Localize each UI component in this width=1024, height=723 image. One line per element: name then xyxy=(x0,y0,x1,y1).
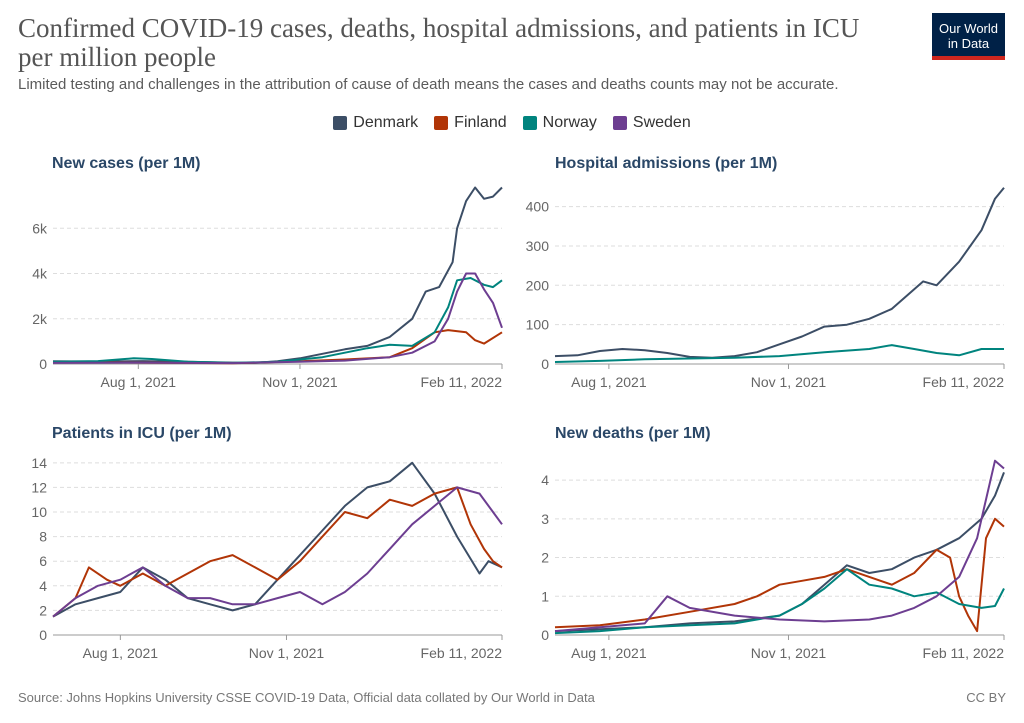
chart-subtitle: Limited testing and challenges in the at… xyxy=(18,76,839,93)
y-tick-label: 12 xyxy=(31,479,47,495)
series-line-finland xyxy=(52,329,503,365)
x-tick-label: Aug 1, 2021 xyxy=(101,374,177,390)
y-tick-label: 1 xyxy=(541,588,549,604)
legend-swatch xyxy=(612,116,627,130)
series-line-denmark xyxy=(554,472,1005,633)
y-tick-label: 0 xyxy=(39,356,47,372)
series-line-denmark xyxy=(52,186,503,364)
y-tick-label: 0 xyxy=(39,627,47,643)
y-tick-label: 8 xyxy=(39,529,47,545)
y-tick-label: 100 xyxy=(526,317,550,333)
y-tick-label: 4 xyxy=(39,578,47,594)
series-line-sweden xyxy=(52,486,503,618)
legend-label: Finland xyxy=(454,114,507,131)
logo-line-1: Our World xyxy=(939,21,998,36)
y-tick-label: 0 xyxy=(541,627,549,643)
owid-logo[interactable]: Our World in Data xyxy=(932,13,1005,60)
y-tick-label: 200 xyxy=(526,277,550,293)
y-tick-label: 400 xyxy=(526,199,550,215)
legend-swatch xyxy=(333,116,348,130)
x-tick-label: Nov 1, 2021 xyxy=(751,645,827,661)
y-tick-label: 14 xyxy=(31,455,47,471)
legend-item-norway[interactable]: Norway xyxy=(522,114,597,132)
series-line-norway xyxy=(52,277,503,364)
panel-title: New deaths (per 1M) xyxy=(555,425,711,442)
chart-title: Confirmed COVID-19 cases, deaths, hospit… xyxy=(18,13,860,72)
series-line-sweden xyxy=(52,272,503,365)
y-tick-label: 4 xyxy=(541,472,549,488)
y-tick-label: 0 xyxy=(541,356,549,372)
series-line-norway xyxy=(554,568,1005,635)
x-tick-label: Aug 1, 2021 xyxy=(571,645,647,661)
y-tick-label: 2k xyxy=(32,311,48,327)
x-tick-label: Nov 1, 2021 xyxy=(751,374,827,390)
logo-line-2: in Data xyxy=(947,36,990,51)
legend: Denmark Finland Norway Sweden xyxy=(0,114,1024,132)
license[interactable]: CC BY xyxy=(966,690,1006,705)
legend-item-finland[interactable]: Finland xyxy=(434,114,507,132)
y-tick-label: 2 xyxy=(541,550,549,566)
y-tick-label: 3 xyxy=(541,511,549,527)
x-tick-label: Nov 1, 2021 xyxy=(249,645,325,661)
legend-label: Sweden xyxy=(632,114,691,131)
panel-title: Patients in ICU (per 1M) xyxy=(52,425,232,442)
panel-title: Hospital admissions (per 1M) xyxy=(555,155,777,172)
legend-item-denmark[interactable]: Denmark xyxy=(333,114,418,132)
legend-label: Norway xyxy=(542,114,597,131)
y-tick-label: 2 xyxy=(39,602,47,618)
series-line-denmark xyxy=(52,461,503,618)
x-tick-label: Aug 1, 2021 xyxy=(83,645,159,661)
x-tick-label: Feb 11, 2022 xyxy=(421,645,503,661)
x-tick-label: Aug 1, 2021 xyxy=(571,374,647,390)
series-line-finland xyxy=(52,486,503,618)
x-tick-label: Feb 11, 2022 xyxy=(421,374,503,390)
x-tick-label: Nov 1, 2021 xyxy=(262,374,338,390)
panel-title: New cases (per 1M) xyxy=(52,155,201,172)
x-tick-label: Feb 11, 2022 xyxy=(923,645,1005,661)
series-line-norway xyxy=(554,344,1004,363)
legend-swatch xyxy=(522,116,537,130)
series-line-denmark xyxy=(554,187,1005,359)
source-note: Source: Johns Hopkins University CSSE CO… xyxy=(18,690,595,705)
legend-label: Denmark xyxy=(353,114,419,131)
y-tick-label: 4k xyxy=(32,266,48,282)
series-line-finland xyxy=(554,517,1005,633)
y-tick-label: 10 xyxy=(31,504,47,520)
y-tick-label: 6 xyxy=(39,553,47,569)
y-tick-label: 300 xyxy=(526,238,550,254)
x-tick-label: Feb 11, 2022 xyxy=(923,374,1005,390)
legend-swatch xyxy=(434,116,449,130)
y-tick-label: 6k xyxy=(32,220,48,236)
legend-item-sweden[interactable]: Sweden xyxy=(612,114,691,132)
series-line-sweden xyxy=(554,459,1005,633)
